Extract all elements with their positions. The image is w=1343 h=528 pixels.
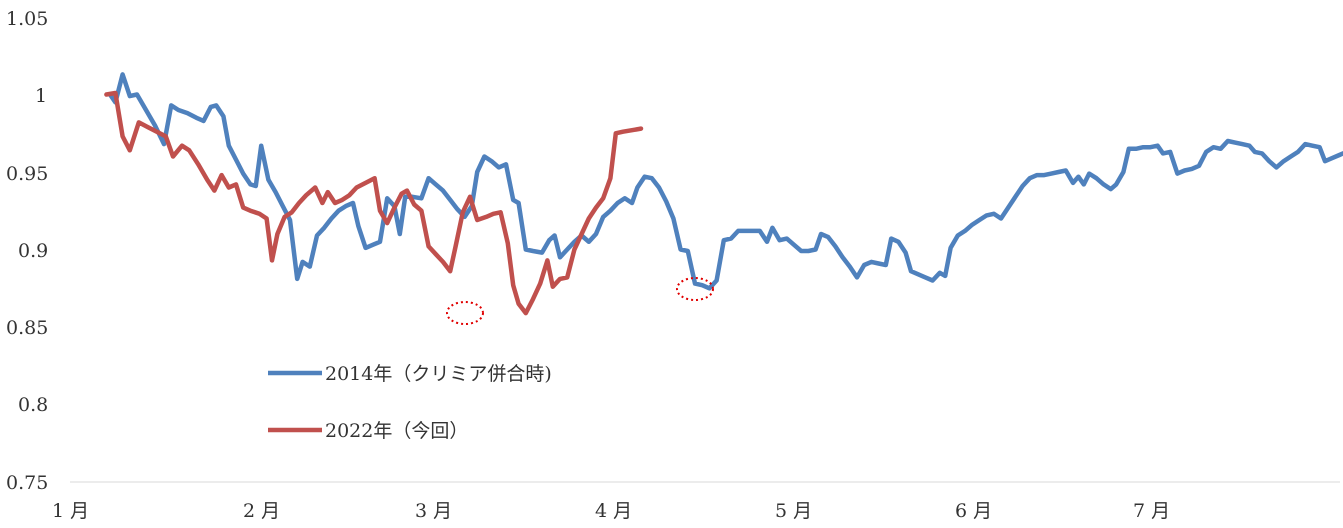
x-tick-label: 5 月	[775, 500, 812, 522]
x-tick-label: 7 月	[1133, 500, 1170, 522]
y-tick-label: 0.95	[6, 163, 48, 185]
x-tick-label: 3 月	[415, 500, 452, 522]
x-tick-label: 6 月	[955, 500, 992, 522]
y-tick-label: 1	[35, 85, 47, 107]
legend-label: 2022年（今回）	[325, 420, 468, 442]
legend-label: 2014年（クリミア併合時)	[325, 363, 552, 385]
legend: 2014年（クリミア併合時) 2022年（今回）	[268, 363, 552, 442]
highlight-circle-2022-low	[446, 301, 484, 325]
y-tick-label: 1.05	[6, 8, 48, 30]
x-tick-label: 4 月	[595, 500, 632, 522]
highlight-circle-2014-low	[676, 277, 714, 301]
y-tick-label: 0.9	[18, 240, 48, 262]
x-axis-tick-labels: 1 月 2 月 3 月 4 月 5 月 6 月 7 月	[52, 500, 1170, 522]
y-axis-tick-labels: 1.05 1 0.95 0.9 0.85 0.8 0.75	[6, 8, 48, 494]
series-line-2014	[107, 72, 1343, 291]
legend-item-2022: 2022年（今回）	[268, 420, 468, 442]
y-tick-label: 0.8	[18, 394, 48, 416]
legend-item-2014: 2014年（クリミア併合時)	[268, 363, 552, 385]
x-tick-label: 1 月	[52, 500, 89, 522]
x-tick-label: 2 月	[243, 500, 280, 522]
series-line-2022	[104, 90, 644, 316]
y-tick-label: 0.85	[6, 317, 48, 339]
y-tick-label: 0.75	[6, 472, 48, 494]
